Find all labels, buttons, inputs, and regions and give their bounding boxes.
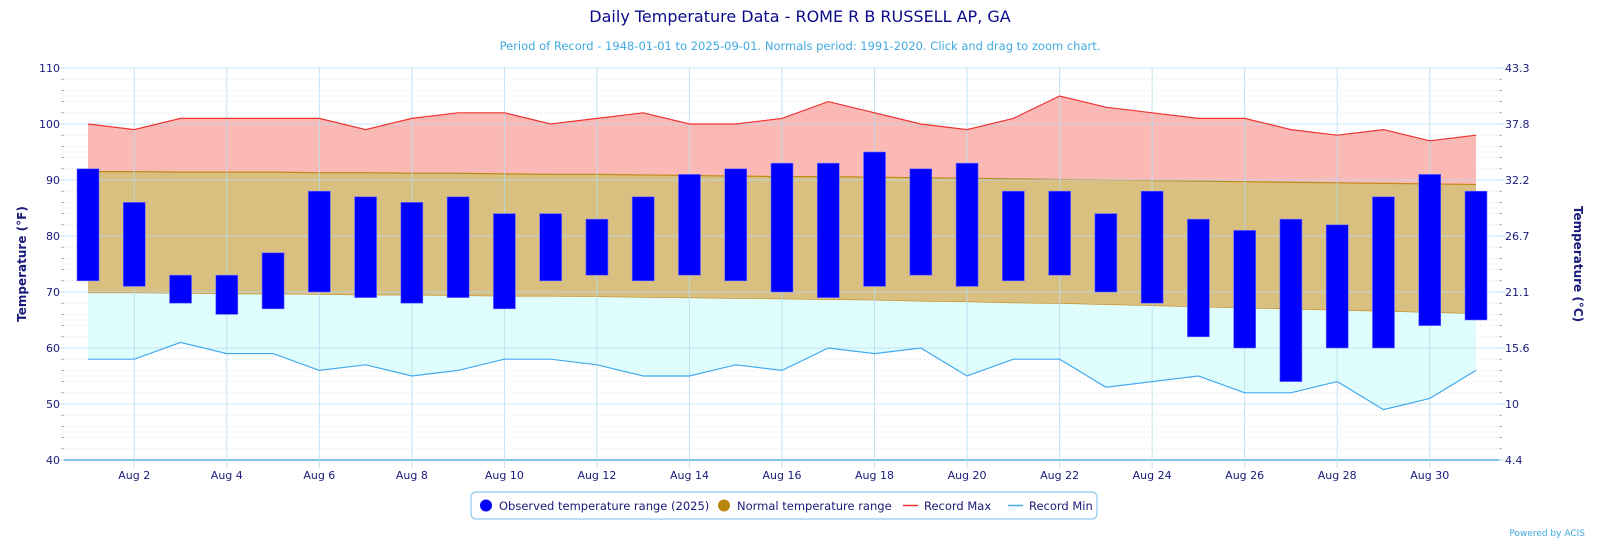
x-tick-label: Aug 2 xyxy=(118,469,150,482)
observed-bar-aug-14[interactable] xyxy=(678,174,701,276)
powered-by-credit[interactable]: Powered by ACIS xyxy=(1509,529,1585,539)
observed-bar-aug-28[interactable] xyxy=(1325,224,1349,349)
y-tick-label-right: 37.8 xyxy=(1505,118,1530,131)
legend-item-normal[interactable]: Normal temperature range xyxy=(718,499,892,513)
x-tick-label: Aug 26 xyxy=(1225,469,1264,482)
observed-bar-aug-23[interactable] xyxy=(1094,213,1118,293)
record-lines xyxy=(87,95,1477,411)
x-tick-label: Aug 28 xyxy=(1318,469,1357,482)
x-tick-label: Aug 10 xyxy=(485,469,524,482)
y-tick-label-right: 26.7 xyxy=(1505,230,1530,243)
observed-bar-aug-11[interactable] xyxy=(539,213,562,282)
y-tick-label-left: 100 xyxy=(39,118,60,131)
observed-bar-aug-12[interactable] xyxy=(585,218,609,276)
observed-bar-aug-7[interactable] xyxy=(354,196,377,298)
record-max-line xyxy=(87,95,1477,142)
x-tick-label: Aug 20 xyxy=(948,469,987,482)
observed-bar-aug-21[interactable] xyxy=(1002,190,1025,282)
observed-bar-aug-2[interactable] xyxy=(122,202,146,287)
y-tick-label-left: 110 xyxy=(39,62,60,75)
legend-item-observed[interactable]: Observed temperature range (2025) xyxy=(480,499,709,513)
observed-bar-aug-19[interactable] xyxy=(909,168,933,276)
y-tick-label-left: 60 xyxy=(46,342,60,355)
legend-item-record-max[interactable]: Record Max xyxy=(903,499,991,513)
x-tick-label: Aug 8 xyxy=(396,469,428,482)
observed-bar-aug-18[interactable] xyxy=(863,151,886,287)
chart-title: Daily Temperature Data - ROME R B RUSSEL… xyxy=(589,7,1010,26)
x-tick-label: Aug 24 xyxy=(1133,469,1172,482)
record-min-line xyxy=(88,341,1477,411)
y-tick-label-right: 15.6 xyxy=(1505,342,1530,355)
observed-marker-icon xyxy=(480,499,492,512)
observed-bar-aug-27[interactable] xyxy=(1279,218,1303,382)
observed-bar-aug-24[interactable] xyxy=(1140,190,1164,304)
x-tick-label: Aug 22 xyxy=(1040,469,1079,482)
y-tick-label-left: 40 xyxy=(46,454,60,467)
observed-bars xyxy=(76,151,1488,382)
observed-bar-aug-31[interactable] xyxy=(1464,190,1488,321)
y-tick-label-right: 21.1 xyxy=(1505,286,1530,299)
observed-bar-aug-30[interactable] xyxy=(1418,174,1442,326)
observed-bar-aug-20[interactable] xyxy=(955,162,979,287)
minor-gridlines xyxy=(61,78,1502,450)
x-axis: Aug 2 Aug 4 Aug 6 Aug 8 Aug 10 Aug 12 Aug 14 Au… xyxy=(118,469,1449,482)
chart-subtitle: Period of Record - 1948-01-01 to 2025-09… xyxy=(500,39,1101,53)
observed-bar-aug-25[interactable] xyxy=(1187,218,1210,338)
observed-bar-aug-1[interactable] xyxy=(76,168,100,282)
observed-bar-aug-16[interactable] xyxy=(770,162,794,293)
legend-item-record-min[interactable]: Record Min xyxy=(1008,499,1093,513)
observed-bar-aug-8[interactable] xyxy=(400,202,424,304)
legend-box xyxy=(470,491,1098,520)
observed-bar-aug-29[interactable] xyxy=(1372,196,1395,349)
x-tick-label: Aug 4 xyxy=(211,469,243,482)
x-tick-label: Aug 6 xyxy=(303,469,335,482)
legend: Observed temperature range (2025) Normal… xyxy=(470,491,1098,520)
observed-bar-aug-3[interactable] xyxy=(169,274,192,304)
legend-label-record-min: Record Min xyxy=(1029,499,1093,513)
y-tick-label-left: 50 xyxy=(46,398,60,411)
y-axis-left: 40 50 60 70 80 90 100 110 xyxy=(39,62,60,467)
x-tick-label: Aug 16 xyxy=(763,469,802,482)
observed-bar-aug-5[interactable] xyxy=(261,252,285,310)
y-tick-label-right: 10 xyxy=(1505,398,1519,411)
x-tick-label: Aug 18 xyxy=(855,469,894,482)
y-axis-right: 4.4 10 15.6 21.1 26.7 32.2 37.8 43.3 xyxy=(1505,62,1530,467)
y-axis-title-left: Temperature (°F) xyxy=(15,206,29,322)
y-tick-label-left: 90 xyxy=(46,174,60,187)
observed-bar-aug-26[interactable] xyxy=(1233,230,1256,349)
y-tick-label-left: 80 xyxy=(46,230,60,243)
observed-bar-aug-17[interactable] xyxy=(816,162,840,298)
y-axis-title-right: Temperature (°C) xyxy=(1571,206,1585,322)
observed-bar-aug-9[interactable] xyxy=(446,196,470,298)
observed-bar-aug-13[interactable] xyxy=(631,196,655,282)
x-tick-label: Aug 30 xyxy=(1410,469,1449,482)
observed-bar-aug-4[interactable] xyxy=(215,274,239,315)
x-tick-label: Aug 14 xyxy=(670,469,709,482)
legend-label-record-max: Record Max xyxy=(924,499,991,513)
observed-bar-aug-15[interactable] xyxy=(724,168,748,282)
x-tick-label: Aug 12 xyxy=(577,469,616,482)
y-tick-label-right: 32.2 xyxy=(1505,174,1530,187)
observed-bar-aug-22[interactable] xyxy=(1048,190,1071,276)
y-tick-label-left: 70 xyxy=(46,286,60,299)
observed-bar-aug-10[interactable] xyxy=(493,213,516,310)
legend-label-normal: Normal temperature range xyxy=(737,499,892,513)
y-tick-label-right: 43.3 xyxy=(1505,62,1530,75)
y-tick-label-right: 4.4 xyxy=(1505,454,1523,467)
normal-marker-icon xyxy=(718,499,730,512)
legend-label-observed: Observed temperature range (2025) xyxy=(499,499,709,513)
observed-bar-aug-6[interactable] xyxy=(308,190,331,293)
